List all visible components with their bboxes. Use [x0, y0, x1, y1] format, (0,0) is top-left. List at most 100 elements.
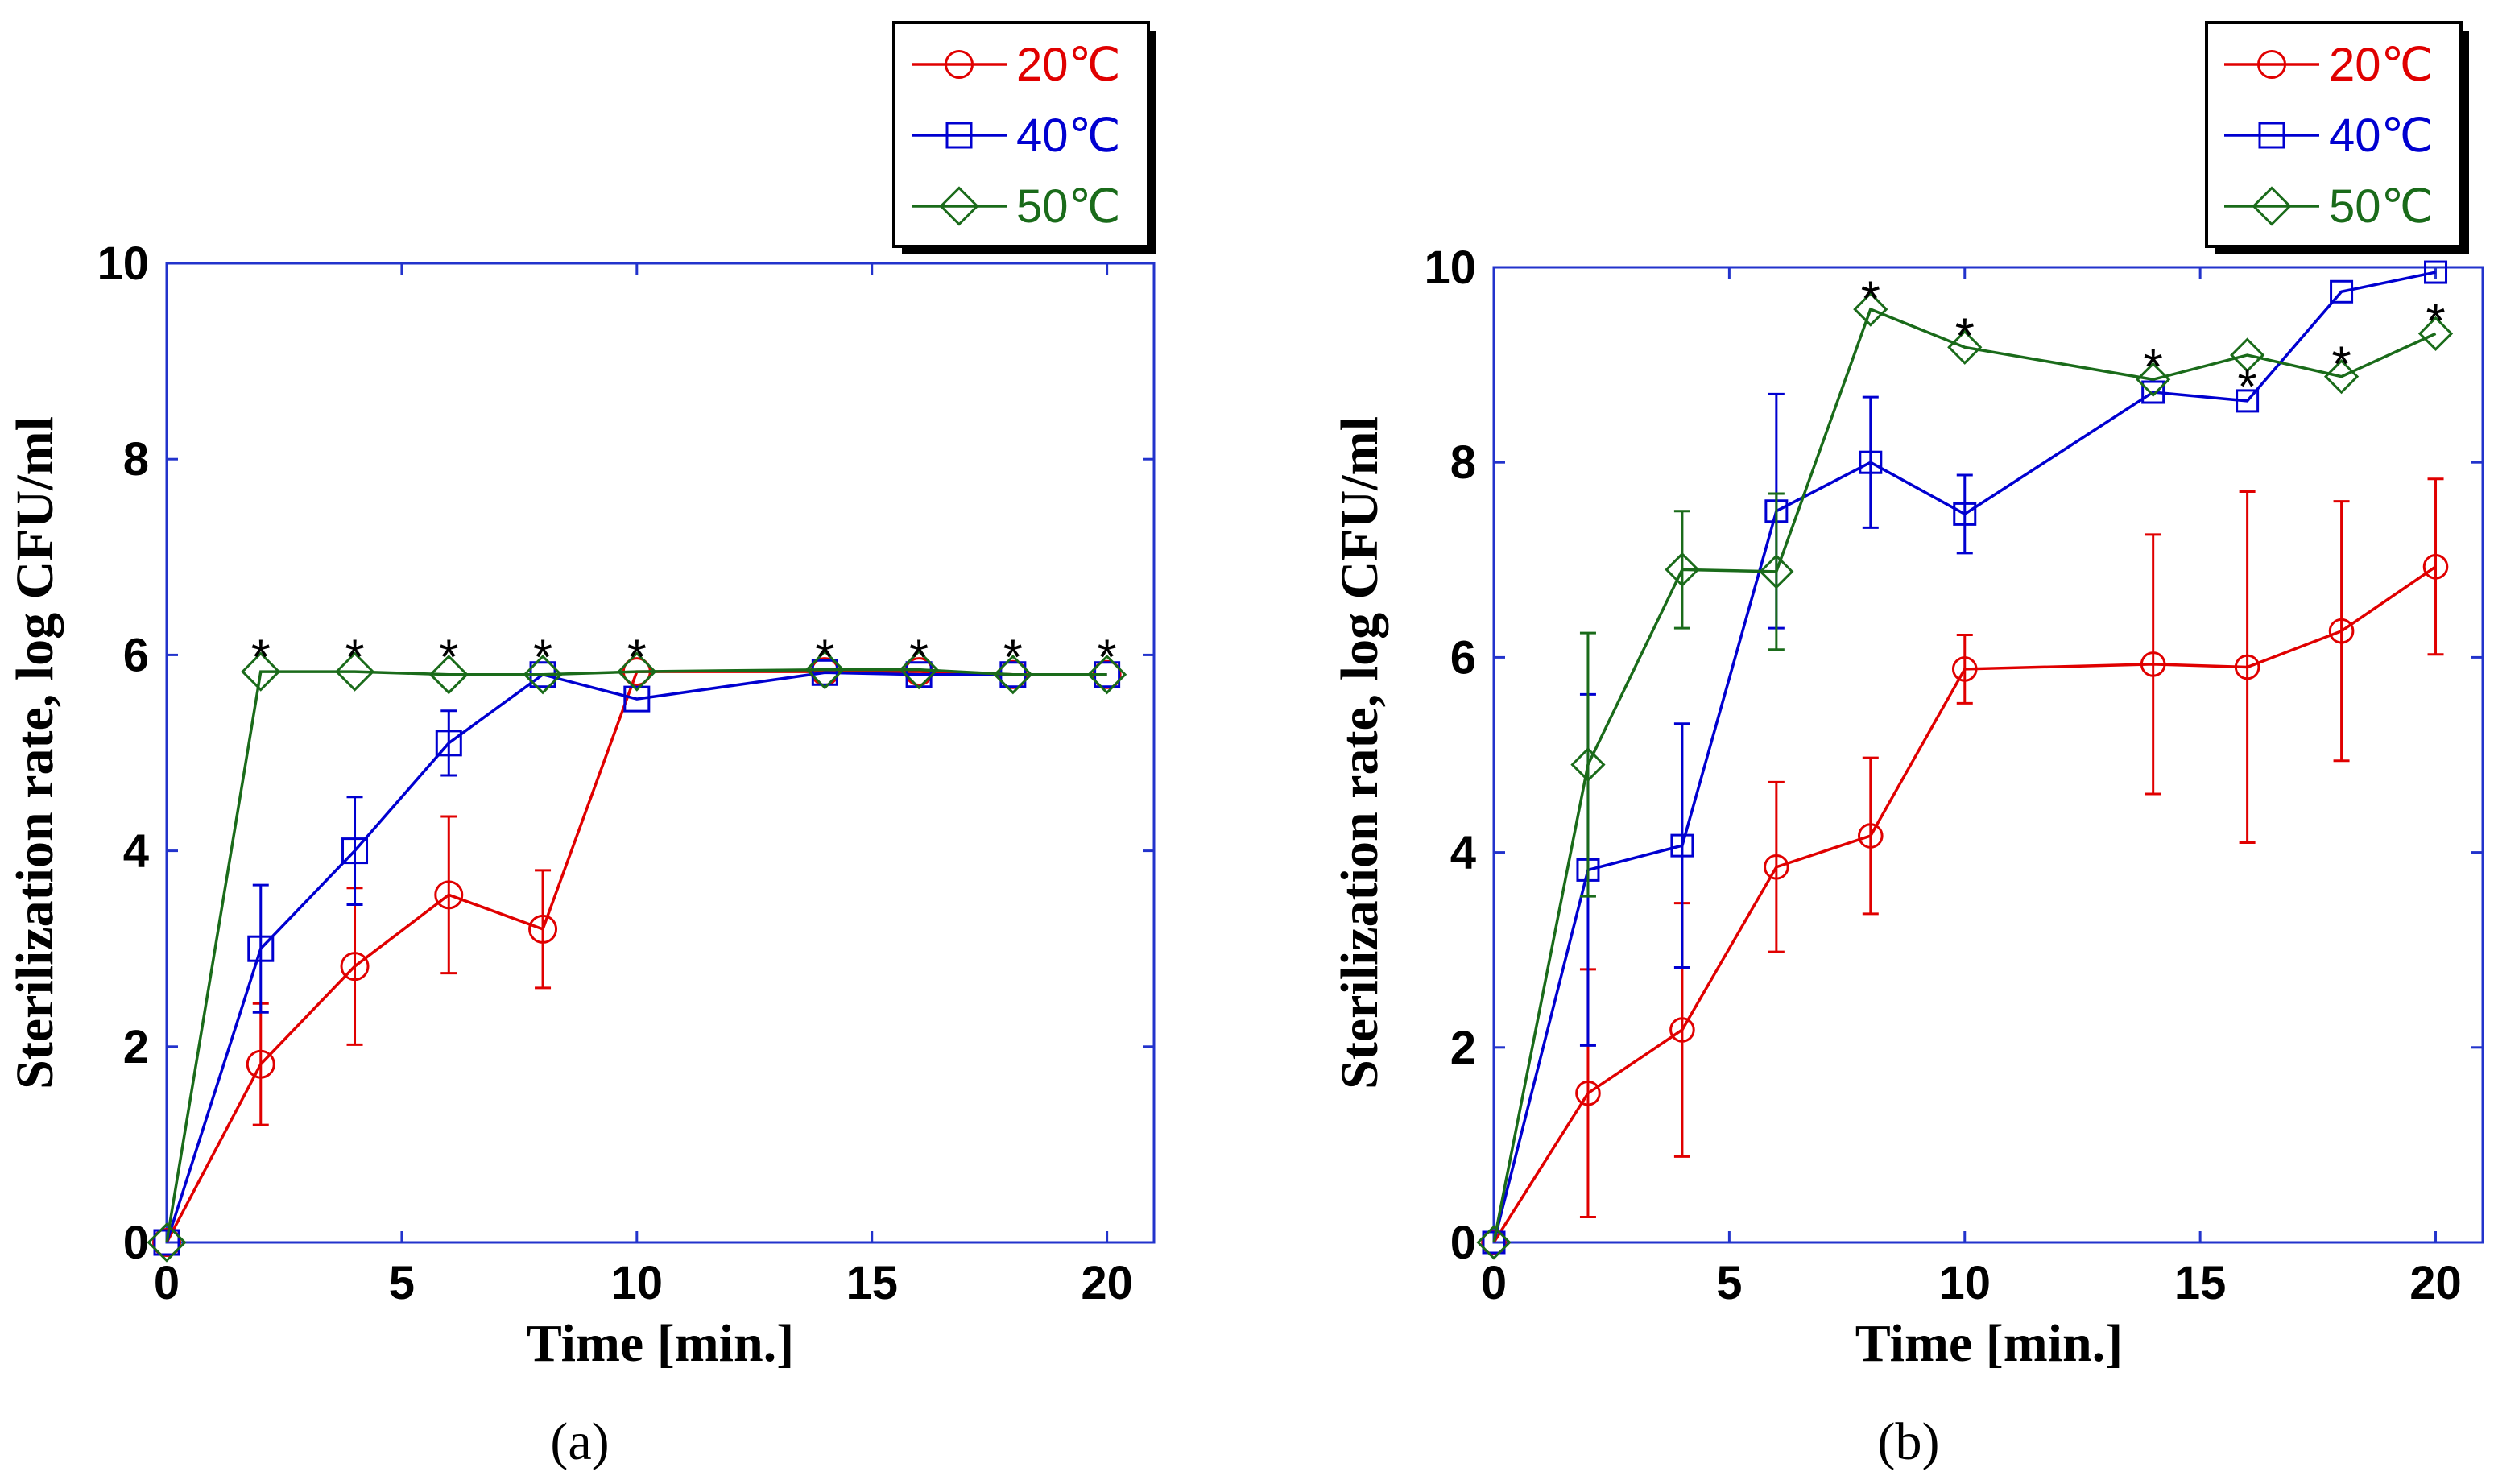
data-point [1764, 854, 1789, 880]
significance-asterisk: * [2426, 294, 2445, 349]
data-point [334, 651, 375, 692]
data-point [1669, 1017, 1695, 1043]
data-point [993, 655, 1033, 695]
y-tick-label: 2 [1450, 1022, 1476, 1074]
data-point [2136, 362, 2171, 397]
x-tick-label: 10 [1939, 1257, 1991, 1309]
series-20℃ [1481, 477, 2449, 1255]
y-tick-label: 4 [123, 825, 149, 878]
data-point [1482, 1230, 1506, 1255]
data-point [528, 914, 558, 944]
data-point [340, 952, 370, 982]
panel-b: 0 2 4 6 8 10 0 5 10 15 20 Time [min.] Sterilization … [1330, 21, 2484, 1471]
data-point [2323, 359, 2360, 395]
data-point [899, 650, 939, 690]
legend-label: 20℃ [2329, 39, 2434, 91]
y-tick-label: 2 [123, 1021, 149, 1073]
significance-asterisk: * [1003, 630, 1023, 685]
legend-marker [2258, 122, 2285, 149]
data-point [2328, 618, 2355, 644]
legend-marker [2252, 186, 2292, 226]
data-point [1759, 554, 1794, 589]
series-line [1492, 565, 2437, 1243]
data-point [435, 730, 462, 757]
x-tick-label: 20 [1081, 1257, 1133, 1309]
series-line [165, 668, 1107, 1243]
x-axis-label: Time [min.] [527, 1314, 794, 1373]
data-point [1665, 552, 1700, 588]
significance-asterisk: * [1955, 308, 1975, 364]
data-point [623, 685, 651, 713]
data-point [247, 935, 275, 962]
significance-asterisk: * [815, 630, 834, 685]
data-point [2417, 316, 2454, 351]
significance-asterisk: * [533, 630, 552, 685]
significance-asterisk: * [909, 630, 929, 685]
data-point [428, 655, 469, 695]
data-point [1859, 450, 1883, 474]
x-tick-label: 15 [2174, 1257, 2227, 1309]
series-line [165, 671, 1107, 1243]
data-point [2234, 654, 2260, 680]
y-tick-label: 8 [123, 433, 149, 486]
data-point [1670, 833, 1694, 858]
data-point [2422, 553, 2449, 580]
x-tick-label: 15 [846, 1257, 898, 1309]
series-50℃ [1476, 291, 2454, 1260]
data-point [811, 659, 838, 686]
y-tick-label: 6 [123, 629, 149, 681]
legend-label: 50℃ [2329, 180, 2434, 233]
significance-asterisk: * [251, 630, 271, 685]
data-point [2229, 337, 2265, 373]
data-point [1947, 329, 1983, 365]
data-point [2330, 279, 2354, 304]
data-point [241, 651, 281, 692]
series-20℃ [152, 657, 1122, 1257]
plot-frame [1492, 266, 2484, 1244]
legend-marker [945, 122, 973, 149]
data-point [2140, 651, 2166, 677]
data-point [1570, 746, 1606, 783]
panel-label: (b) [1878, 1412, 1940, 1471]
data-point [2424, 260, 2448, 284]
significance-asterisk: * [439, 630, 458, 685]
data-point [1951, 656, 1978, 682]
series-line [1492, 307, 2437, 1243]
data-point [617, 651, 657, 692]
series-line [165, 670, 1107, 1243]
y-tick-label: 10 [97, 238, 149, 290]
series-40℃ [153, 659, 1121, 1256]
legend-label: 20℃ [1016, 39, 1121, 91]
significance-asterisk: * [345, 630, 364, 685]
data-point [246, 1049, 275, 1079]
legend: 20℃ 40℃ 50℃ [2205, 21, 2469, 254]
x-axis-label: Time [min.] [1855, 1314, 2123, 1373]
data-point [804, 650, 845, 690]
data-point [1953, 502, 1977, 526]
legend-label: 50℃ [1016, 180, 1121, 233]
legend-marker [2257, 50, 2286, 79]
plot-frame [165, 262, 1156, 1244]
y-tick-label: 6 [1450, 631, 1476, 684]
series-40℃ [1482, 260, 2448, 1255]
data-point [2236, 389, 2260, 413]
y-tick-label: 8 [1450, 436, 1476, 489]
series-50℃ [147, 650, 1127, 1263]
y-tick-label: 10 [1424, 242, 1476, 294]
data-point [523, 655, 563, 695]
legend-label: 40℃ [2329, 110, 2434, 162]
significance-asterisk: * [2144, 340, 2163, 395]
x-tick-label: 10 [611, 1257, 664, 1309]
significance-asterisk: * [1861, 271, 1880, 327]
panel-a: 0 2 4 6 8 10 0 5 10 15 20 Time [min.] Sterilization … [6, 21, 1156, 1471]
x-tick-label: 0 [154, 1257, 180, 1309]
data-point [153, 1229, 180, 1256]
significance-asterisk: * [2238, 359, 2257, 415]
data-point [2141, 380, 2165, 404]
y-tick-label: 0 [123, 1217, 149, 1269]
data-point [434, 880, 464, 910]
x-tick-label: 5 [389, 1257, 415, 1309]
x-tick-label: 0 [1481, 1257, 1507, 1309]
data-point [147, 1222, 187, 1263]
